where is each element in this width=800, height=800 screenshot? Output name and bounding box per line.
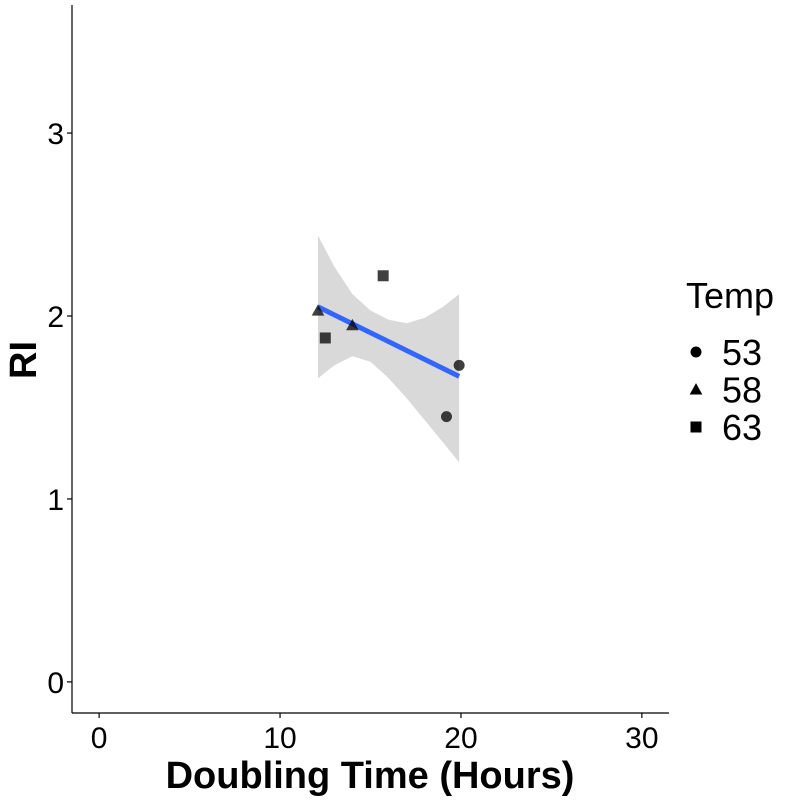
legend-label-63: 63: [722, 407, 762, 448]
legend-key-58: [689, 383, 703, 395]
axes-layer: 0 10 20 30 0 1 2 3: [47, 5, 669, 755]
y-tick-label: 3: [47, 118, 64, 151]
point-58-1: [311, 304, 325, 316]
x-tick-label: 10: [263, 722, 296, 755]
legend-key-63: [690, 421, 702, 433]
legend-title: Temp: [686, 275, 774, 316]
point-63-2: [377, 270, 389, 282]
y-axis-title: RI: [3, 341, 45, 379]
x-tick-label: 30: [625, 722, 658, 755]
confidence-band-layer: [318, 235, 460, 463]
confidence-band: [318, 235, 460, 463]
y-tick-label: 0: [47, 667, 64, 700]
legend-label-53: 53: [722, 332, 762, 373]
fit-line: [316, 304, 461, 379]
point-63-1: [319, 332, 331, 344]
fit-line-layer: [316, 304, 461, 379]
x-tick-label: 20: [444, 722, 477, 755]
legend-key-53: [690, 346, 702, 358]
y-tick-label: 1: [47, 484, 64, 517]
point-58-2: [346, 318, 359, 331]
point-53-2: [440, 411, 452, 423]
y-tick-label: 2: [47, 301, 64, 334]
x-axis-title: Doubling Time (Hours): [166, 755, 575, 797]
legend-label-58: 58: [722, 370, 762, 411]
x-tick-label: 0: [91, 722, 108, 755]
point-53-1: [453, 359, 465, 371]
points-layer: [311, 270, 465, 423]
